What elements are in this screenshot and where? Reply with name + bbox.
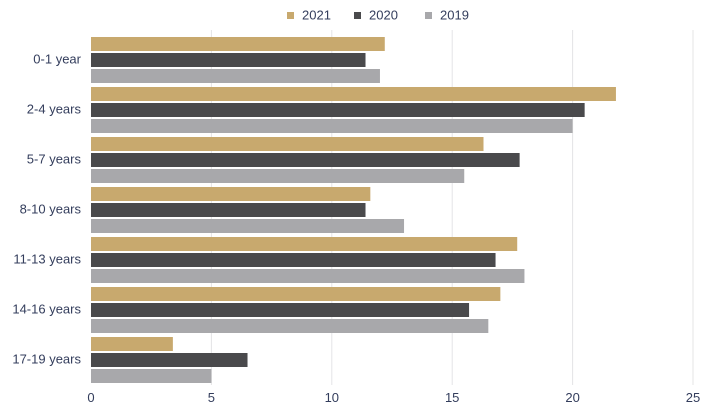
y-tick-label: 14-16 years [12, 301, 81, 316]
x-tick-label: 25 [686, 390, 700, 405]
legend-swatch-2020 [354, 12, 361, 19]
bar-2020-17-19-years [91, 353, 248, 367]
bar-2020-14-16-years [91, 303, 470, 317]
bar-2019-14-16-years [91, 319, 489, 333]
y-tick-label: 11-13 years [13, 251, 81, 266]
x-tick-label: 10 [325, 390, 339, 405]
bar-2021-17-19-years [91, 337, 173, 351]
bar-2019-8-10-years [91, 219, 405, 233]
y-tick-label: 5-7 years [27, 151, 82, 166]
legend-label-2020: 2020 [369, 7, 398, 22]
x-tick-label: 20 [565, 390, 579, 405]
y-tick-label: 2-4 years [27, 101, 82, 116]
bars [91, 37, 616, 383]
x-tick-label: 5 [208, 390, 215, 405]
legend-swatch-2021 [287, 12, 294, 19]
legend-label-2021: 2021 [302, 7, 331, 22]
bar-2019-11-13-years [91, 269, 525, 283]
bar-2019-17-19-years [91, 369, 212, 383]
x-tick-label: 15 [445, 390, 459, 405]
bar-2020-2-4-years [91, 103, 585, 117]
bar-2021-5-7-years [91, 137, 484, 151]
y-tick-label: 8-10 years [20, 201, 82, 216]
bar-2019-0-1-year [91, 69, 380, 83]
x-tick-label: 0 [87, 390, 94, 405]
legend-swatch-2019 [425, 12, 432, 19]
bar-2019-2-4-years [91, 119, 573, 133]
bar-2021-8-10-years [91, 187, 371, 201]
x-axis-labels: 0 5 10 15 20 25 [87, 390, 700, 405]
bar-2020-11-13-years [91, 253, 496, 267]
legend: 2021 2020 2019 [287, 7, 469, 22]
bar-2021-14-16-years [91, 287, 501, 301]
bar-2020-0-1-year [91, 53, 366, 67]
bar-2019-5-7-years [91, 169, 465, 183]
bar-2021-2-4-years [91, 87, 616, 101]
bar-2020-5-7-years [91, 153, 520, 167]
y-tick-label: 17-19 years [12, 351, 81, 366]
legend-label-2019: 2019 [440, 7, 469, 22]
bar-2021-0-1-year [91, 37, 385, 51]
y-axis-labels: 0-1 year 2-4 years 5-7 years 8-10 years 11-1… [12, 51, 81, 366]
bar-2020-8-10-years [91, 203, 366, 217]
y-tick-label: 0-1 year [33, 51, 81, 66]
bar-2021-11-13-years [91, 237, 518, 251]
